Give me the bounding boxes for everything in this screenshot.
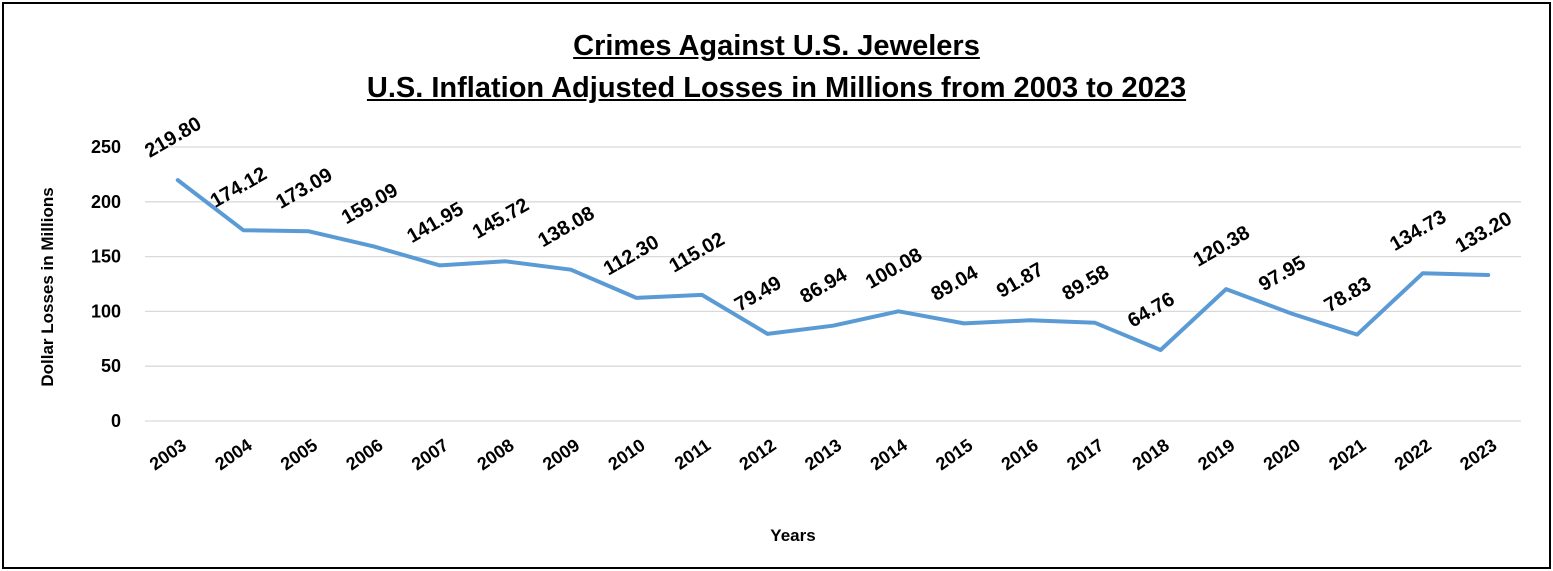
x-tick-label: 2019 [1194,435,1238,474]
data-label: 64.76 [1124,288,1178,332]
series-line-layer [175,178,1491,352]
y-tick-label: 100 [91,301,121,321]
data-label: 86.94 [797,264,852,309]
y-tick-label: 0 [111,411,121,431]
x-tick-label: 2012 [735,435,779,474]
x-tick-label: 2003 [146,435,190,474]
data-label: 89.04 [928,261,983,306]
x-tick-label: 2023 [1456,435,1500,474]
x-tick-label: 2016 [998,435,1042,474]
series-line [175,178,1491,352]
x-tick-label: 2009 [539,435,583,474]
x-tick-label: 2020 [1260,435,1304,474]
x-tick-label: 2014 [867,435,911,474]
data-label: 141.95 [403,198,467,248]
y-axis-title: Dollar Losses in Millions [38,187,57,386]
x-tick-label: 2008 [473,435,517,474]
x-tick-label: 2010 [604,435,648,474]
data-label: 91.87 [993,259,1047,303]
y-tick-label: 250 [91,137,121,157]
data-label: 112.30 [600,231,663,280]
data-label: 120.38 [1190,222,1254,272]
gridlines [145,146,1521,422]
x-tick-label: 2006 [342,435,386,474]
chart-title: Crimes Against U.S. Jewelers [573,30,980,62]
x-axis-ticks: 2003 2004 2005 2006 2007 2008 2009 2010 2011 2012… [146,435,1501,474]
x-tick-label: 2021 [1325,435,1369,474]
data-label: 89.58 [1059,261,1113,305]
x-tick-label: 2011 [671,435,714,474]
data-label: 173.09 [272,164,336,214]
data-label: 97.95 [1255,252,1309,296]
y-tick-label: 200 [91,192,121,212]
x-tick-label: 2015 [932,435,976,474]
data-label: 174.12 [207,163,271,213]
x-tick-label: 2007 [408,435,452,474]
y-tick-label: 50 [101,356,121,376]
x-tick-label: 2018 [1129,435,1173,474]
x-tick-label: 2013 [801,435,845,474]
data-label: 100.08 [862,244,926,294]
data-label: 159.09 [338,179,402,229]
data-label: 219.80 [141,113,205,163]
data-label: 138.08 [534,202,598,252]
y-tick-label: 150 [91,247,121,267]
chart-subtitle: U.S. Inflation Adjusted Losses in Millio… [366,72,1187,104]
data-label: 133.20 [1452,208,1516,258]
data-label: 115.02 [665,228,728,277]
x-axis-title: Years [770,526,815,545]
x-tick-label: 2005 [277,435,321,474]
y-axis-ticks: 0 50 100 150 200 250 [91,137,121,431]
x-tick-label: 2004 [211,435,255,474]
x-tick-label: 2022 [1391,435,1435,474]
data-label: 79.49 [731,272,785,316]
data-label: 134.73 [1386,206,1450,256]
x-tick-label: 2017 [1063,435,1107,474]
data-label: 78.83 [1321,273,1375,317]
